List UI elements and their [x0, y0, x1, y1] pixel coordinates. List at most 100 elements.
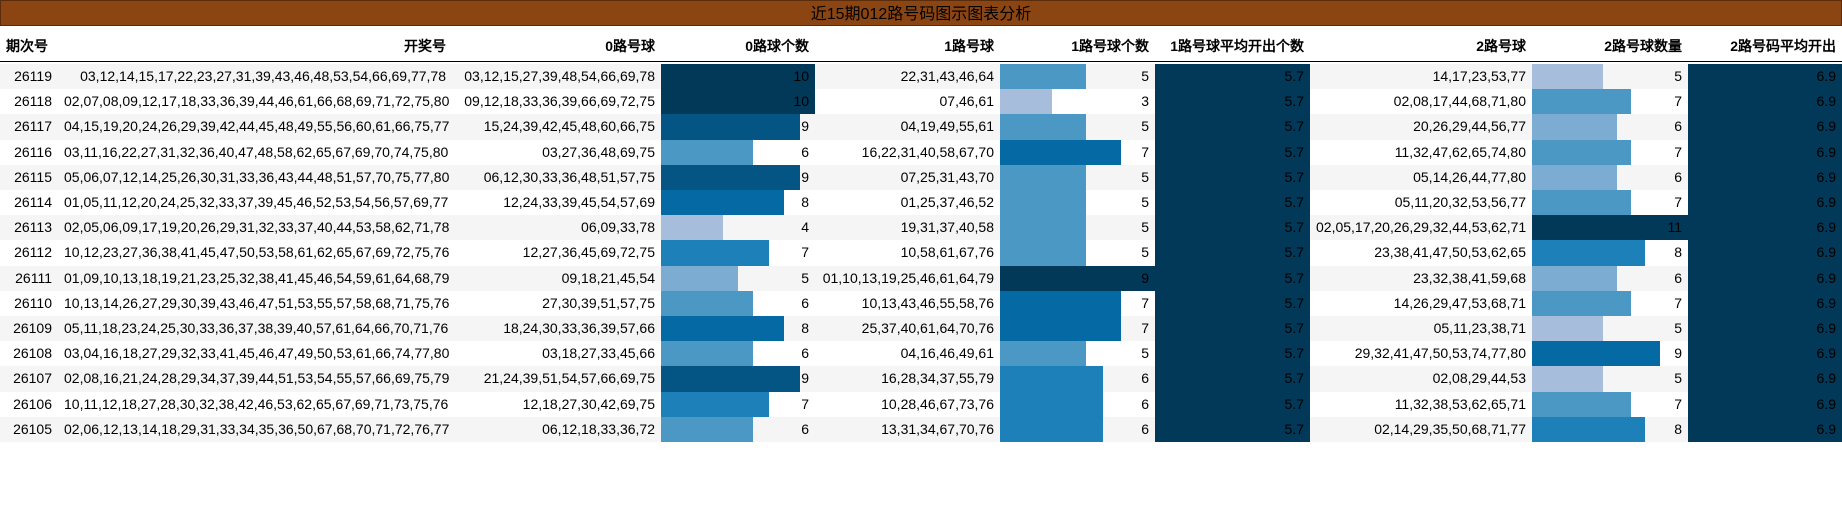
bar — [661, 316, 785, 342]
bar — [661, 341, 754, 367]
cell-text: 5 — [1674, 320, 1682, 336]
cell-text: 6.9 — [1816, 370, 1836, 387]
cell-text: 05,11,20,32,53,56,77 — [1394, 194, 1526, 210]
table-cell: 11,32,47,62,65,74,80 — [1310, 140, 1532, 165]
table-cell: 26117 — [0, 114, 58, 139]
cell-text: 26116 — [14, 143, 52, 160]
cell-text: 6 — [801, 294, 809, 311]
table-cell: 5 — [1000, 64, 1155, 90]
table-cell: 5 — [661, 265, 815, 291]
table-cell: 23,32,38,41,59,68 — [1310, 266, 1532, 291]
cell-text: 11,32,38,53,62,65,71 — [1394, 395, 1526, 412]
table-cell: 01,05,11,12,20,24,25,32,33,37,39,45,46,5… — [58, 190, 452, 215]
cell-text: 6.9 — [1816, 194, 1836, 210]
cell-text: 5.7 — [1284, 320, 1304, 336]
table-cell: 9 — [661, 114, 815, 140]
table-cell: 19,31,37,40,58 — [815, 215, 1000, 240]
table-cell: 10,13,14,26,27,29,30,39,43,46,47,51,53,5… — [58, 291, 452, 316]
table-cell: 12,24,33,39,45,54,57,69 — [452, 190, 661, 215]
cell-text: 7 — [1141, 294, 1149, 311]
cell-text: 10,58,61,67,76 — [900, 244, 994, 261]
cell-text: 04,19,49,55,61 — [900, 118, 994, 135]
bar — [1532, 341, 1660, 367]
cell-text: 7 — [1674, 395, 1682, 412]
table-cell: 5 — [1000, 341, 1155, 367]
table-cell: 26105 — [0, 417, 58, 442]
cell-text: 6.9 — [1816, 395, 1836, 412]
cell-text: 26113 — [14, 219, 52, 236]
bar — [1000, 290, 1121, 316]
bar — [1155, 190, 1310, 216]
cell-text: 01,05,11,12,20,24,25,32,33,37,39,45,46,5… — [64, 194, 449, 210]
table-cell: 07,25,31,43,70 — [815, 165, 1000, 190]
cell-text: 5 — [1141, 219, 1149, 236]
cell-text: 02,05,06,09,17,19,20,26,29,31,32,33,37,4… — [64, 219, 450, 236]
table-cell: 6 — [661, 341, 815, 367]
cell-text: 02,08,29,44,53 — [1432, 370, 1526, 387]
cell-text: 14,17,23,53,77 — [1432, 68, 1526, 84]
cell-text: 5 — [1141, 345, 1149, 362]
cell-text: 05,11,18,23,24,25,30,33,36,37,38,39,40,5… — [64, 320, 449, 336]
bar — [1155, 416, 1310, 442]
cell-text: 5 — [1141, 118, 1149, 135]
table-cell: 6.9 — [1688, 139, 1842, 165]
cell-text: 14,26,29,47,53,68,71 — [1393, 294, 1526, 311]
cell-text: 5 — [1141, 244, 1149, 261]
table-cell: 5 — [1000, 164, 1155, 190]
bar — [1532, 265, 1618, 291]
table-cell: 02,08,16,21,24,28,29,34,37,39,44,51,53,5… — [58, 366, 452, 391]
bar — [1000, 391, 1104, 417]
bar — [1000, 89, 1052, 115]
cell-text: 7 — [801, 395, 809, 412]
table-cell: 5.7 — [1155, 265, 1310, 291]
table-cell: 7 — [661, 240, 815, 266]
cell-text: 6.9 — [1816, 143, 1836, 160]
table-cell: 4 — [661, 215, 815, 241]
cell-text: 01,25,37,46,52 — [900, 194, 994, 210]
bar — [1688, 316, 1842, 342]
cell-text: 9 — [1674, 345, 1682, 362]
table-cell: 03,12,15,27,39,48,54,66,69,78 — [452, 64, 661, 89]
cell-text: 10,13,43,46,55,58,76 — [861, 294, 994, 311]
cell-text: 6 — [1674, 269, 1682, 286]
bar — [1000, 114, 1087, 140]
cell-text: 5.7 — [1284, 395, 1304, 412]
header-cell: 0路号球 — [452, 26, 661, 62]
header-cell: 2路号球 — [1310, 26, 1532, 62]
bar — [1155, 164, 1310, 190]
table-cell: 16,22,31,40,58,67,70 — [815, 140, 1000, 165]
cell-text: 6 — [801, 345, 809, 362]
table-cell: 03,12,14,15,17,22,23,27,31,39,43,46,48,5… — [58, 64, 452, 89]
table-cell: 26119 — [0, 64, 58, 89]
bar — [1532, 114, 1618, 140]
table-cell: 11 — [1532, 215, 1688, 241]
cell-text: 07,25,31,43,70 — [900, 168, 994, 185]
cell-text: 5.7 — [1284, 219, 1304, 236]
bar — [1688, 164, 1842, 190]
cell-text: 27,30,39,51,57,75 — [542, 294, 655, 311]
cell-text: 5.7 — [1284, 244, 1304, 261]
table-cell: 6.9 — [1688, 366, 1842, 392]
cell-text: 02,05,17,20,26,29,32,44,53,62,71 — [1316, 219, 1527, 236]
cell-text: 5 — [1141, 168, 1149, 185]
table-cell: 16,28,34,37,55,79 — [815, 366, 1000, 391]
table-cell: 6 — [661, 290, 815, 316]
bar — [1000, 366, 1104, 392]
bar — [1532, 190, 1632, 216]
header-cell: 1路号球 — [815, 26, 1000, 62]
cell-text: 26118 — [14, 93, 52, 110]
table-cell: 5 — [1532, 316, 1688, 342]
cell-text: 6 — [1674, 118, 1682, 135]
cell-text: 7 — [1141, 143, 1149, 160]
table-cell: 02,06,12,13,14,18,29,31,33,34,35,36,50,6… — [58, 417, 452, 442]
cell-text: 23,38,41,47,50,53,62,65 — [1374, 244, 1526, 261]
bar — [1688, 366, 1842, 392]
table-cell: 23,38,41,47,50,53,62,65 — [1310, 240, 1532, 265]
cell-text: 5 — [801, 269, 809, 286]
cell-text: 03,12,14,15,17,22,23,27,31,39,43,46,48,5… — [80, 68, 446, 84]
cell-text: 6.9 — [1816, 269, 1836, 286]
bar — [1688, 139, 1842, 165]
cell-text: 20,26,29,44,56,77 — [1413, 118, 1526, 135]
bar — [1000, 240, 1087, 266]
cell-text: 13,31,34,67,70,76 — [881, 420, 994, 437]
